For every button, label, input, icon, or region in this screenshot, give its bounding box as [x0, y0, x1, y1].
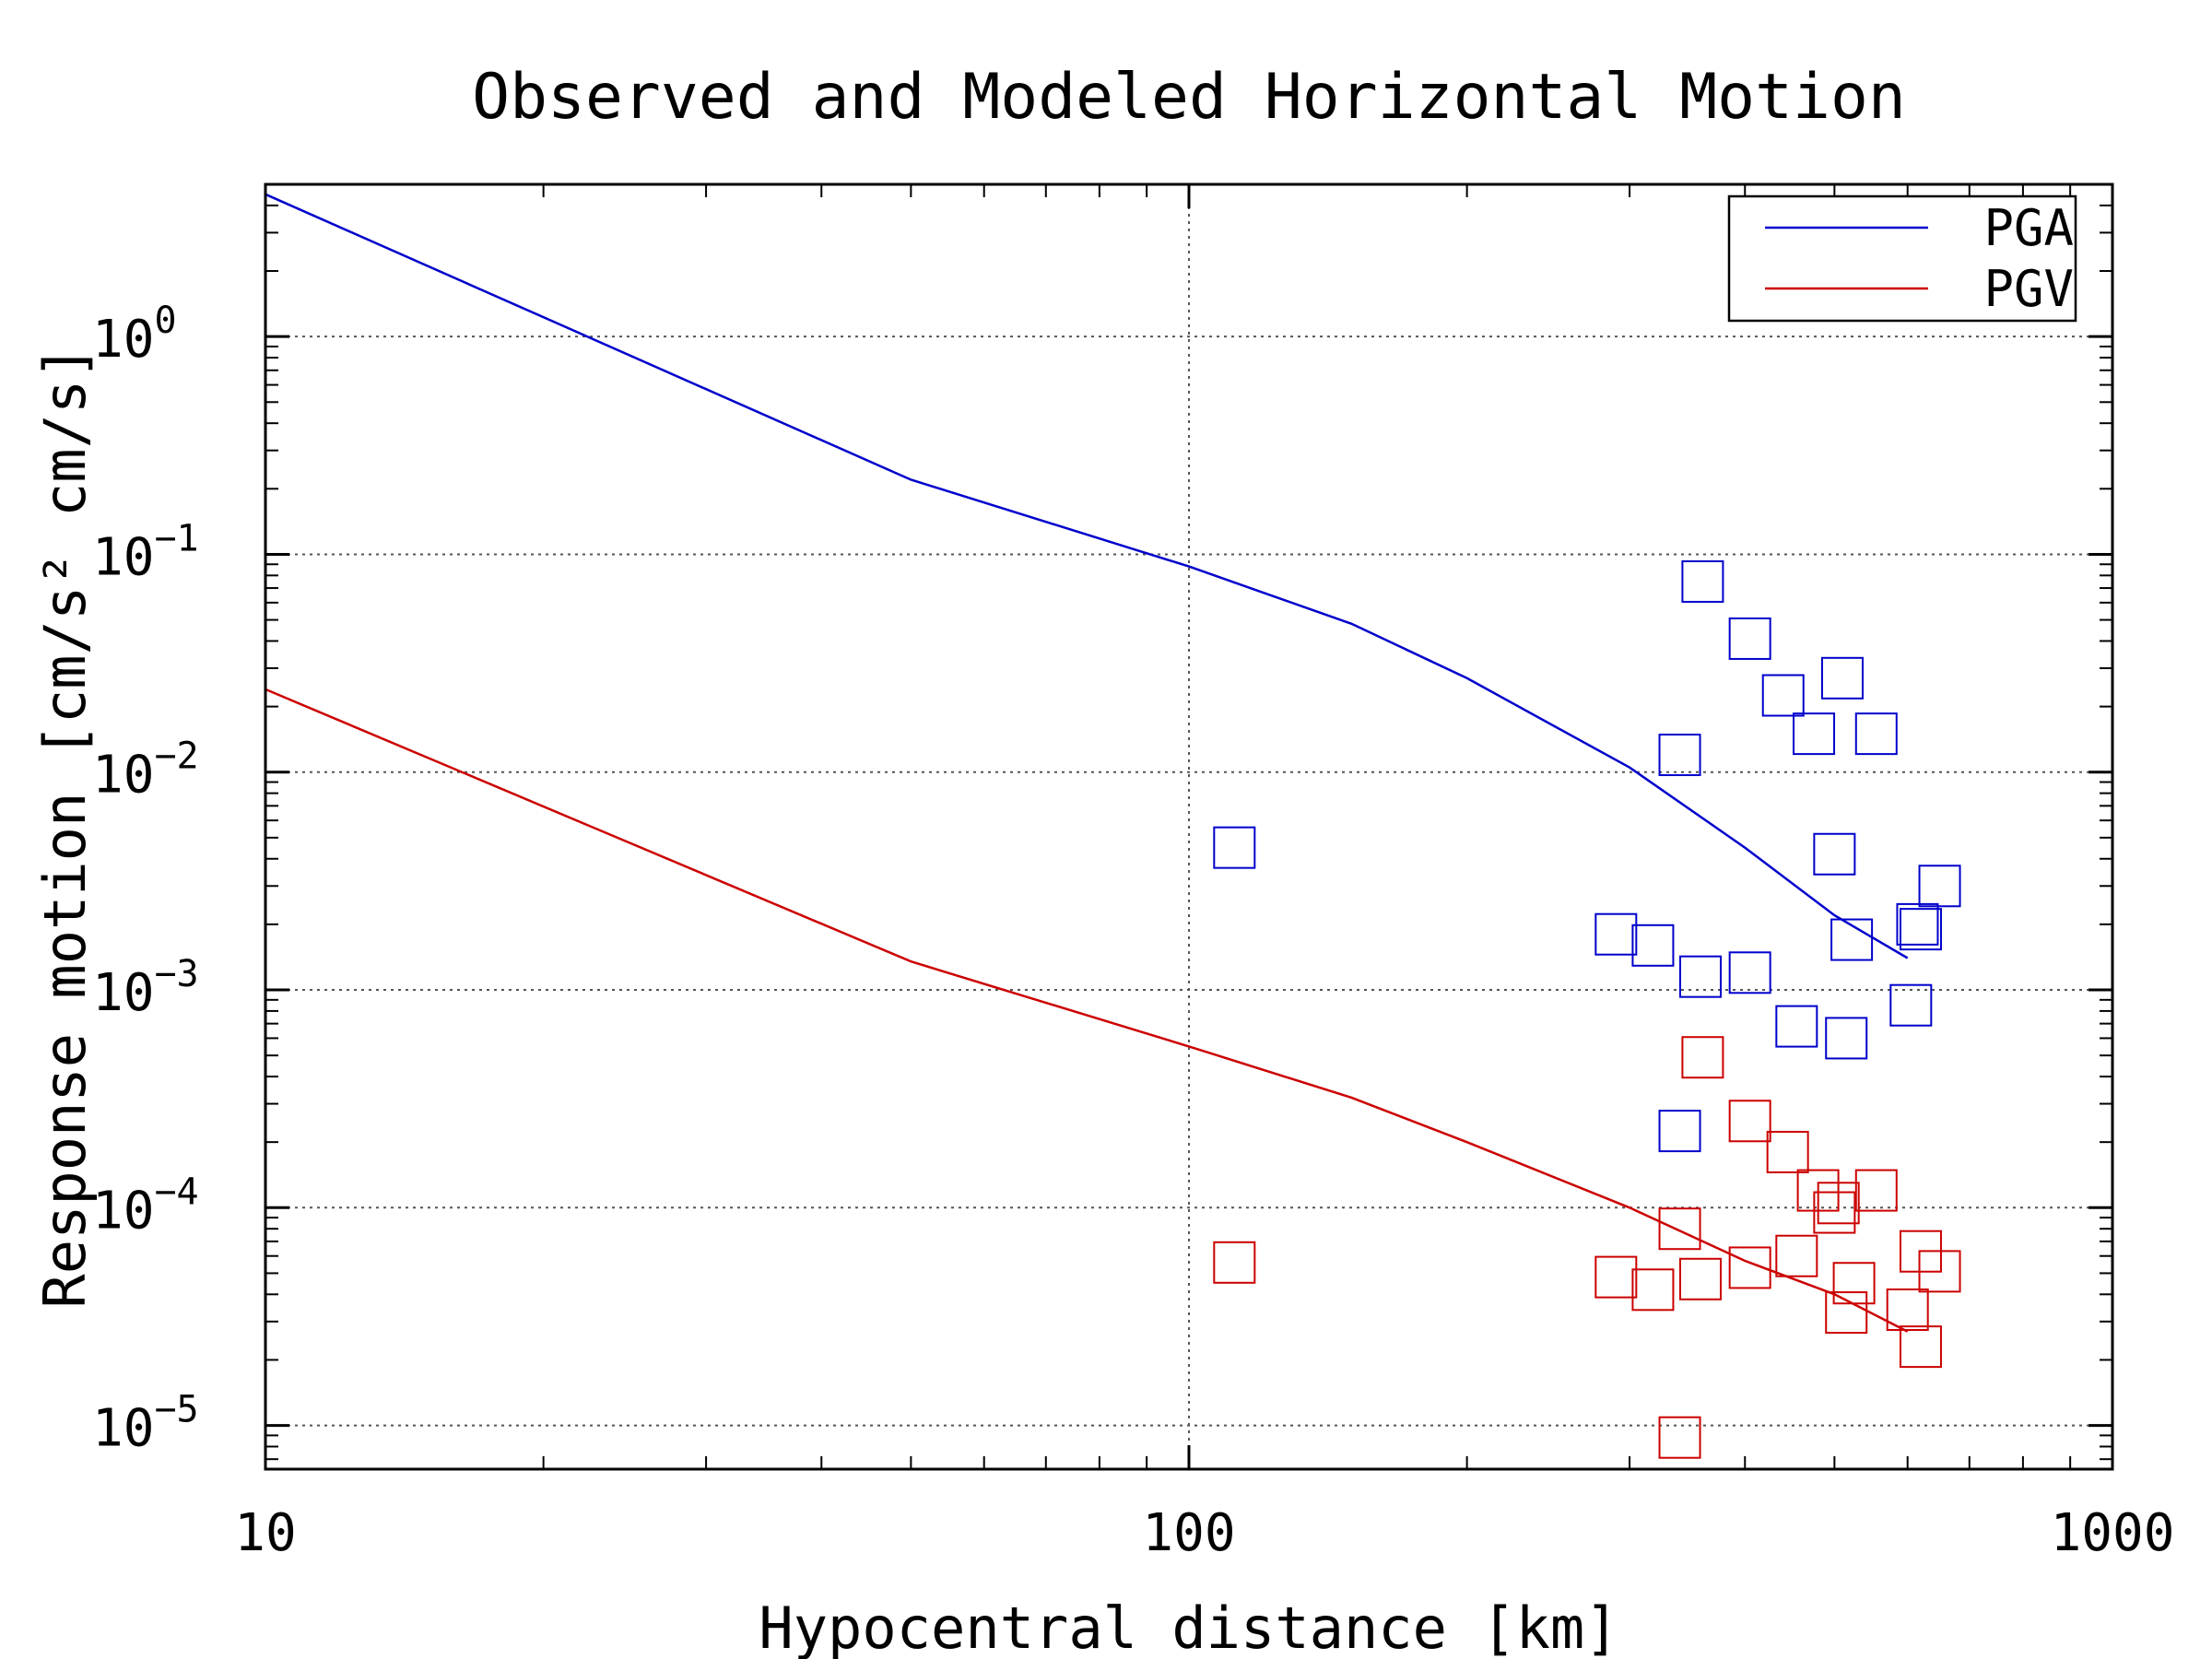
axis-ticks [264, 184, 2114, 1469]
observed-point-pga [1594, 912, 1638, 956]
observed-point-pga [1631, 924, 1675, 967]
legend: PGA PGV [1727, 194, 2077, 323]
observed-point-pgv [1899, 1325, 1942, 1369]
model-line-pga [265, 193, 1909, 959]
observed-point-pgv [1825, 1291, 1868, 1335]
observed-points [1213, 559, 1961, 1459]
observed-point-pga [1820, 656, 1864, 700]
model-lines [265, 193, 1909, 1333]
observed-point-pga [1896, 902, 1939, 946]
y-tick-label: 100 [92, 300, 177, 370]
observed-point-pga [1728, 951, 1771, 994]
observed-point-pga [1761, 674, 1805, 717]
observed-point-pgv [1213, 1241, 1256, 1284]
model-line-pgv [265, 688, 1909, 1333]
observed-point-pgv [1594, 1255, 1638, 1299]
observed-point-pga [1678, 955, 1722, 998]
observed-point-pga [1854, 712, 1898, 756]
observed-point-pgv [1631, 1268, 1675, 1312]
x-axis-label: Hypocentral distance [km] [759, 1594, 1618, 1659]
observed-point-pga [1918, 865, 1961, 908]
observed-point-pga [1830, 918, 1874, 961]
y-tick-labels: 100 10−1 10−2 10−3 10−4 10−5 [92, 300, 199, 1458]
observed-point-pga [1793, 712, 1836, 756]
legend-box [1727, 194, 2077, 323]
chart-title: Observed and Modeled Horizontal Motion [472, 61, 1906, 134]
observed-point-pgv [1817, 1182, 1860, 1225]
y-axis-label: Response motion [cm/s² cm/s] [31, 345, 99, 1308]
observed-point-pgv [1918, 1250, 1961, 1293]
x-tick-labels: 10 100 1000 [234, 1503, 2174, 1563]
observed-point-pgv [1886, 1288, 1929, 1332]
y-tick-label: 10−5 [92, 1389, 199, 1459]
observed-point-pga [1658, 1110, 1701, 1153]
observed-point-pga [1728, 617, 1771, 660]
observed-point-pga [1775, 1005, 1818, 1048]
x-tick-label: 100 [1142, 1503, 1235, 1563]
observed-point-pgv [1813, 1191, 1856, 1234]
y-tick-label: 10−1 [92, 517, 199, 587]
x-tick-label: 10 [234, 1503, 296, 1563]
observed-point-pga [1213, 826, 1256, 869]
x-tick-label: 1000 [2051, 1503, 2175, 1563]
observed-point-pgv [1832, 1262, 1876, 1305]
observed-point-pgv [1854, 1169, 1898, 1212]
observed-point-pga [1813, 832, 1856, 876]
legend-label-pgv: PGV [1983, 260, 2074, 318]
observed-point-pga [1899, 908, 1942, 951]
observed-point-pgv [1681, 1036, 1724, 1079]
observed-point-pgv [1658, 1416, 1701, 1459]
legend-label-pga: PGA [1983, 199, 2074, 257]
y-tick-label: 10−4 [92, 1171, 199, 1241]
observed-point-pga [1681, 559, 1724, 603]
y-tick-label: 10−2 [92, 735, 199, 806]
observed-point-pgv [1775, 1234, 1818, 1277]
observed-point-pgv [1766, 1130, 1809, 1173]
observed-point-pga [1825, 1017, 1868, 1060]
plot-frame [264, 182, 2114, 1471]
grid [265, 184, 2112, 1469]
observed-point-pgv [1728, 1246, 1771, 1289]
observed-point-pgv [1678, 1257, 1722, 1300]
observed-point-pga [1658, 734, 1701, 777]
y-tick-label: 10−3 [92, 953, 199, 1023]
observed-point-pga [1889, 983, 1933, 1027]
observed-point-pgv [1658, 1207, 1701, 1251]
observed-point-pgv [1728, 1100, 1771, 1143]
